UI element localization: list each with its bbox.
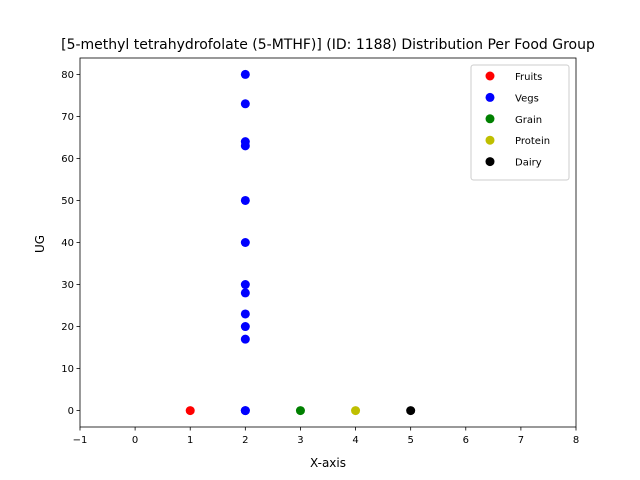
x-axis-ticks: −1 0 1 2 3 4 5 6 7 8 [73, 427, 579, 446]
x-tick-label: 5 [407, 435, 413, 446]
legend-marker-vegs [485, 92, 495, 102]
x-tick-label: 7 [518, 435, 524, 446]
legend-label-fruits: Fruits [515, 72, 542, 83]
x-tick-label: −1 [73, 435, 88, 446]
y-tick-label: 40 [61, 238, 74, 249]
data-point-vegs [240, 322, 250, 332]
chart-title: [5-methyl tetrahydrofolate (5-MTHF)] (ID… [61, 37, 595, 53]
data-point-vegs [240, 334, 250, 344]
y-tick-label: 60 [61, 154, 74, 165]
data-point-protein [351, 406, 361, 416]
legend-label-protein: Protein [515, 136, 550, 147]
y-axis-label: UG [33, 235, 47, 253]
x-tick-label: 0 [132, 435, 138, 446]
legend-marker-protein [485, 135, 495, 145]
x-tick-label: 2 [242, 435, 248, 446]
y-tick-label: 70 [61, 112, 74, 123]
data-point-grain [295, 406, 305, 416]
x-tick-label: 6 [463, 435, 469, 446]
data-point-vegs [240, 406, 250, 416]
y-axis-ticks: 0 10 20 30 40 50 60 70 80 [61, 70, 80, 417]
legend-marker-grain [485, 114, 495, 124]
y-tick-label: 50 [61, 196, 74, 207]
data-point-vegs [240, 238, 250, 247]
y-tick-label: 0 [68, 406, 74, 417]
data-point-vegs [240, 309, 250, 319]
legend-marker-dairy [485, 157, 495, 167]
data-point-vegs [240, 288, 250, 298]
y-tick-label: 80 [61, 70, 74, 81]
x-tick-label: 8 [573, 435, 579, 446]
y-tick-label: 20 [61, 322, 74, 333]
data-point-vegs [240, 69, 250, 79]
y-tick-label: 30 [61, 280, 74, 291]
x-tick-label: 3 [297, 435, 303, 446]
legend-marker-fruits [485, 71, 495, 81]
data-point-vegs [240, 141, 250, 151]
y-tick-label: 10 [61, 364, 74, 375]
legend-label-dairy: Dairy [515, 158, 542, 169]
data-point-vegs [240, 99, 250, 109]
legend-label-vegs: Vegs [515, 93, 539, 104]
data-point-vegs [240, 280, 250, 290]
legend: Fruits Vegs Grain Protein Dairy [470, 64, 570, 181]
legend-label-grain: Grain [515, 115, 542, 126]
x-tick-label: 1 [187, 435, 193, 446]
x-axis-label: X-axis [310, 456, 346, 470]
data-point-fruits [185, 406, 195, 416]
data-point-dairy [406, 406, 416, 416]
legend-box [470, 64, 570, 181]
data-points [185, 69, 416, 416]
x-tick-label: 4 [352, 435, 358, 446]
data-point-vegs [240, 195, 250, 205]
